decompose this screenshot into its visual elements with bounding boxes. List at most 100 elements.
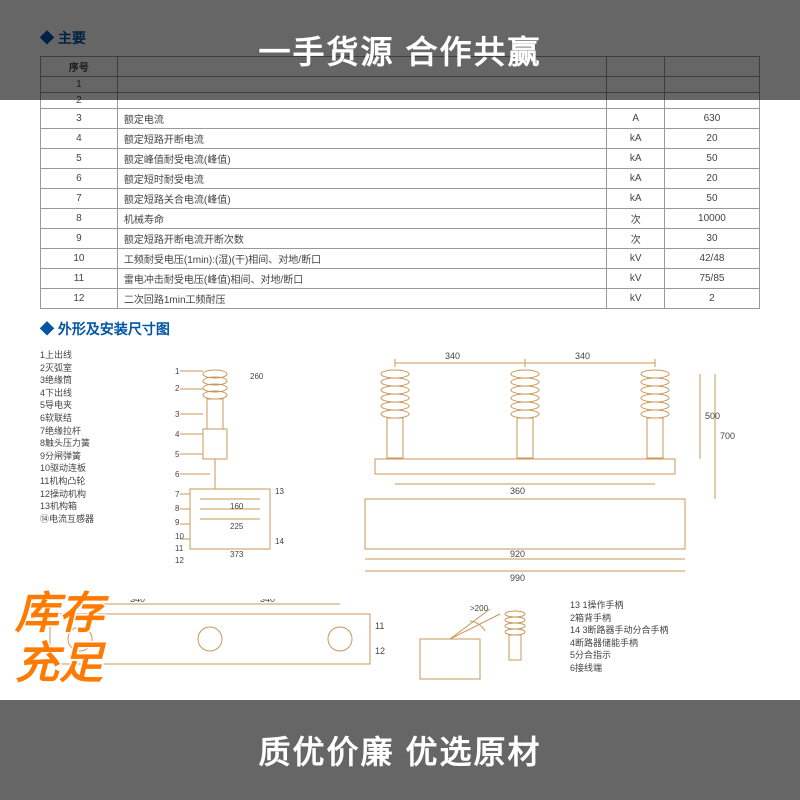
legend-item: 5导电夹 <box>40 399 140 412</box>
table-cell: 额定电流 <box>117 109 607 129</box>
table-cell: kA <box>607 169 664 189</box>
legend-item: 2箱背手柄 <box>570 612 710 625</box>
table-cell: 11 <box>41 269 118 289</box>
table-cell: 10000 <box>664 209 759 229</box>
table-cell: 7 <box>41 189 118 209</box>
legend-item: 10驱动连板 <box>40 462 140 475</box>
svg-text:225: 225 <box>230 522 244 531</box>
table-cell: 50 <box>664 149 759 169</box>
svg-text:12: 12 <box>175 556 184 565</box>
diagram-area: 1上出线2灭弧室3绝缘筒4下出线5导电夹6软联结7绝缘拉杆8触头压力簧9分闸弹簧… <box>40 349 760 589</box>
legend-item: 6接线端 <box>570 662 710 675</box>
svg-text:3: 3 <box>175 410 180 419</box>
table-cell: 4 <box>41 129 118 149</box>
svg-text:5: 5 <box>175 450 180 459</box>
svg-text:920: 920 <box>510 549 525 559</box>
table-cell: 机械寿命 <box>117 209 607 229</box>
legend-item: 11机构凸轮 <box>40 475 140 488</box>
table-cell: 5 <box>41 149 118 169</box>
table-row: 9额定短路开断电流开断次数次30 <box>41 229 760 249</box>
main-diagram: 1 2 3 4 5 6 7 8 9 10 11 12 160 225 373 1… <box>150 349 760 589</box>
stock-stamp: 库存 充足 <box>15 589 103 690</box>
svg-text:500: 500 <box>705 411 720 421</box>
table-cell: 工频耐受电压(1min):(湿)(干)相间、对地/断口 <box>117 249 607 269</box>
svg-text:340: 340 <box>445 351 460 361</box>
svg-text:1: 1 <box>175 367 180 376</box>
bottom-banner-text: 质优价廉 优选原材 <box>259 727 542 773</box>
svg-text:9: 9 <box>175 518 180 527</box>
legend-item: 4断路器储能手柄 <box>570 637 710 650</box>
svg-text:4: 4 <box>175 430 180 439</box>
legend-item: ⑭电流互感器 <box>40 513 140 526</box>
table-cell: kV <box>607 249 664 269</box>
table-cell: 8 <box>41 209 118 229</box>
svg-text:13: 13 <box>275 487 284 496</box>
top-banner-text: 一手货源 合作共赢 <box>259 27 542 73</box>
legend-item: 5分合指示 <box>570 649 710 662</box>
table-cell: 额定短路开断电流开断次数 <box>117 229 607 249</box>
dimensions-section-title: 外形及安装尺寸图 <box>40 319 760 339</box>
legend-item: 1上出线 <box>40 349 140 362</box>
table-cell: kA <box>607 189 664 209</box>
svg-text:340: 340 <box>130 599 145 604</box>
svg-text:160: 160 <box>230 502 244 511</box>
table-row: 3额定电流A630 <box>41 109 760 129</box>
table-cell: 3 <box>41 109 118 129</box>
svg-text:7: 7 <box>175 490 180 499</box>
bottom-diagram-area: 340 340 11 12 >200 <box>40 599 760 689</box>
legend-right: 13 1操作手柄2箱背手柄14 3断路器手动分合手柄4断路器储能手柄5分合指示6… <box>570 599 710 689</box>
legend-left: 1上出线2灭弧室3绝缘筒4下出线5导电夹6软联结7绝缘拉杆8触头压力簧9分闸弹簧… <box>40 349 140 589</box>
table-cell: 30 <box>664 229 759 249</box>
table-cell: 6 <box>41 169 118 189</box>
svg-text:360: 360 <box>510 486 525 496</box>
table-row: 10工频耐受电压(1min):(湿)(干)相间、对地/断口kV42/48 <box>41 249 760 269</box>
table-cell: 20 <box>664 169 759 189</box>
document-content: 主要 序号123额定电流A6304额定短路开断电流kA205额定峰值耐受电流(峰… <box>0 0 800 800</box>
table-cell: 75/85 <box>664 269 759 289</box>
svg-text:373: 373 <box>230 550 244 559</box>
stamp-line2: 充足 <box>15 639 103 690</box>
table-cell: 10 <box>41 249 118 269</box>
legend-item: 12操动机构 <box>40 488 140 501</box>
table-cell: 额定短路开断电流 <box>117 129 607 149</box>
legend-item: 4下出线 <box>40 387 140 400</box>
table-cell: kV <box>607 289 664 309</box>
stamp-line1: 库存 <box>15 589 103 640</box>
legend-item: 13 1操作手柄 <box>570 599 710 612</box>
table-row: 5额定峰值耐受电流(峰值)kA50 <box>41 149 760 169</box>
svg-text:8: 8 <box>175 504 180 513</box>
table-row: 4额定短路开断电流kA20 <box>41 129 760 149</box>
table-cell: 次 <box>607 229 664 249</box>
legend-item: 8触头压力簧 <box>40 437 140 450</box>
legend-item: 14 3断路器手动分合手柄 <box>570 624 710 637</box>
bottom-diagram: 340 340 11 12 >200 <box>40 599 560 689</box>
table-cell: kA <box>607 149 664 169</box>
table-cell: 额定短时耐受电流 <box>117 169 607 189</box>
svg-text:11: 11 <box>175 544 184 553</box>
table-cell: 630 <box>664 109 759 129</box>
legend-item: 2灭弧室 <box>40 362 140 375</box>
table-cell: 9 <box>41 229 118 249</box>
legend-item: 6软联结 <box>40 412 140 425</box>
table-cell: 20 <box>664 129 759 149</box>
svg-text:2: 2 <box>175 384 180 393</box>
bottom-banner: 质优价廉 优选原材 <box>0 700 800 800</box>
table-cell: 二次回路1min工频耐压 <box>117 289 607 309</box>
table-row: 11雷电冲击耐受电压(峰值)相间、对地/断口kV75/85 <box>41 269 760 289</box>
table-cell: kA <box>607 129 664 149</box>
table-cell: 额定峰值耐受电流(峰值) <box>117 149 607 169</box>
table-row: 12二次回路1min工频耐压kV2 <box>41 289 760 309</box>
table-cell: 雷电冲击耐受电压(峰值)相间、对地/断口 <box>117 269 607 289</box>
legend-item: 9分闸弹簧 <box>40 450 140 463</box>
table-cell: 次 <box>607 209 664 229</box>
table-cell: kV <box>607 269 664 289</box>
top-banner: 一手货源 合作共赢 <box>0 0 800 100</box>
svg-text:12: 12 <box>375 646 385 656</box>
svg-text:990: 990 <box>510 573 525 583</box>
svg-text:340: 340 <box>575 351 590 361</box>
table-row: 6额定短时耐受电流kA20 <box>41 169 760 189</box>
table-cell: 50 <box>664 189 759 209</box>
svg-text:14: 14 <box>275 537 284 546</box>
table-cell: 2 <box>664 289 759 309</box>
table-row: 8机械寿命次10000 <box>41 209 760 229</box>
